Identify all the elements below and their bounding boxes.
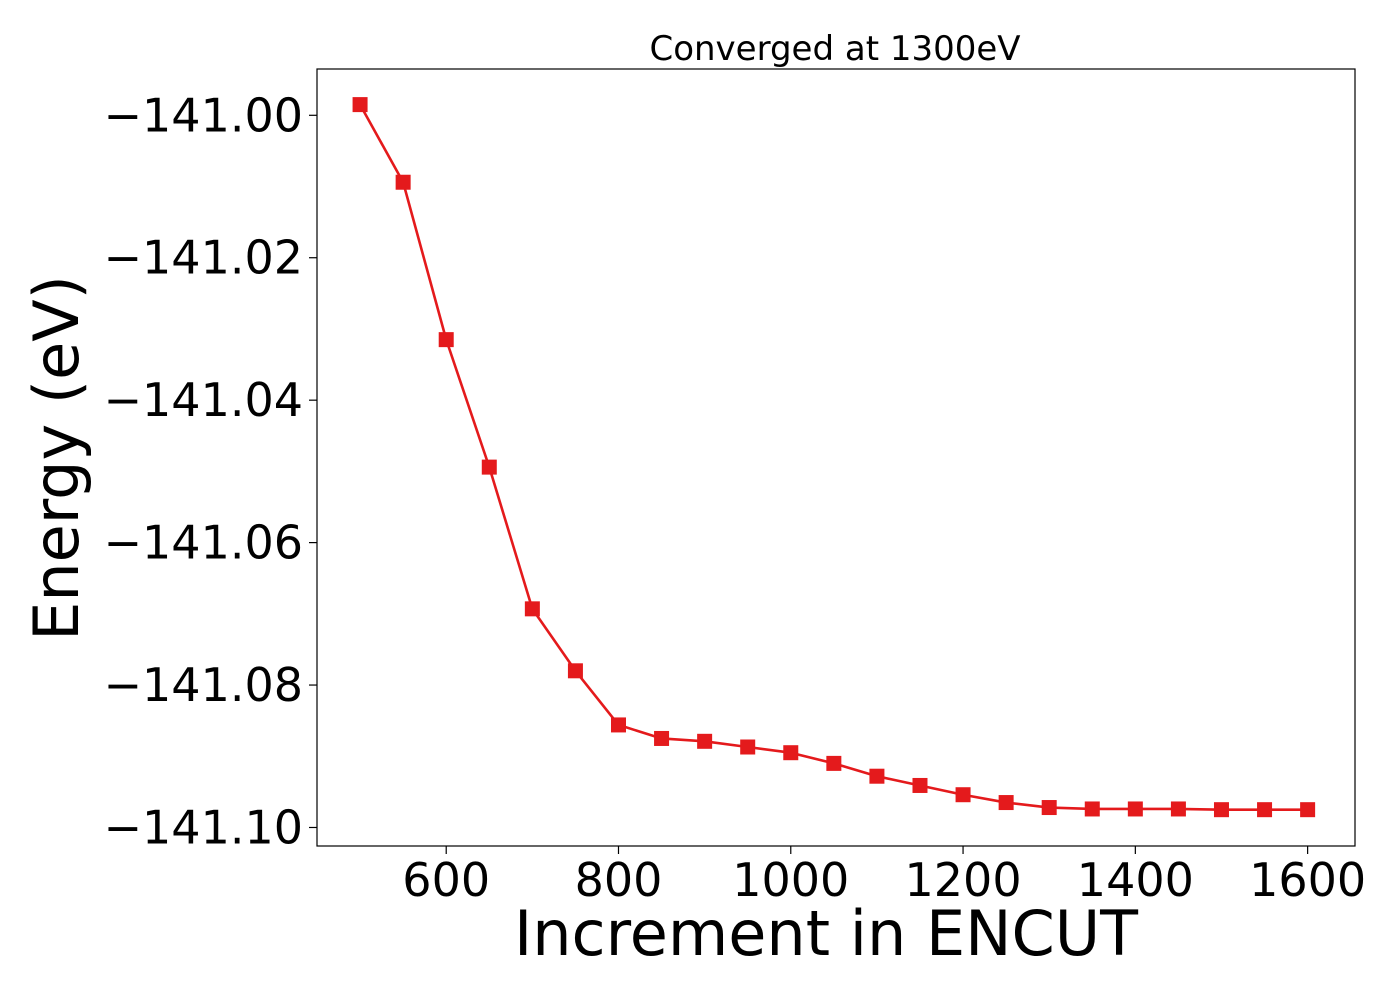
- data-point-marker: [697, 733, 713, 749]
- y-tick-label: −141.04: [104, 373, 304, 427]
- data-point-marker: [1170, 801, 1186, 817]
- plot-area-frame: [316, 68, 1356, 847]
- x-tick-label: 1200: [905, 853, 1022, 907]
- data-point-marker: [481, 459, 497, 475]
- x-tick-label: 1000: [732, 853, 849, 907]
- x-axis: 600 800 1000 1200 1400 1600: [402, 846, 1366, 907]
- data-point-marker: [1084, 801, 1100, 817]
- x-tick-label: 1400: [1077, 853, 1194, 907]
- y-tick-label: −141.08: [104, 658, 304, 712]
- x-axis-label: Increment in ENCUT: [514, 897, 1139, 970]
- data-point-marker: [395, 174, 411, 190]
- y-tick-label: −141.10: [104, 800, 304, 854]
- chart-title: Converged at 1300eV: [649, 29, 1020, 69]
- data-point-marker: [654, 730, 670, 746]
- y-axis: −141.00 −141.02 −141.04 −141.06 −141.08 −141.…: [104, 88, 317, 854]
- data-point-marker: [783, 745, 799, 761]
- data-point-marker: [1213, 802, 1229, 818]
- x-tick-label: 1600: [1249, 853, 1366, 907]
- data-point-marker: [869, 768, 885, 784]
- data-point-marker: [955, 787, 971, 803]
- y-tick-label: −141.00: [104, 88, 304, 142]
- data-point-marker: [1127, 801, 1143, 817]
- data-point-marker: [1041, 800, 1057, 816]
- data-point-marker: [740, 739, 756, 755]
- data-point-marker: [524, 601, 540, 617]
- data-point-marker: [352, 97, 368, 113]
- data-point-marker: [998, 795, 1014, 811]
- data-point-marker: [610, 717, 626, 733]
- y-axis-label: Energy (eV): [20, 275, 93, 641]
- series-line: [358, 103, 1308, 811]
- y-tick-label: −141.06: [104, 516, 304, 570]
- data-point-marker: [826, 755, 842, 771]
- x-tick-label: 600: [402, 853, 490, 907]
- x-tick-label: 800: [575, 853, 663, 907]
- series-layer: [352, 97, 1316, 818]
- y-tick-label: −141.02: [104, 231, 304, 285]
- data-point-marker: [1257, 802, 1273, 818]
- data-point-marker: [912, 777, 928, 793]
- data-point-marker: [1300, 802, 1316, 818]
- data-point-marker: [438, 332, 454, 348]
- data-point-marker: [567, 663, 583, 679]
